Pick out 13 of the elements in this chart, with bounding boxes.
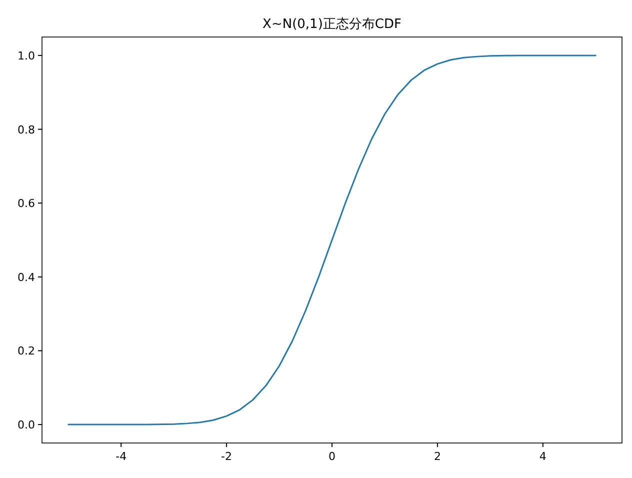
x-tick-label: 2: [434, 450, 441, 463]
x-tick-label: 4: [539, 450, 546, 463]
y-tick-label: 0.0: [18, 418, 35, 432]
chart-title: X~N(0,1)正态分布CDF: [262, 17, 402, 32]
y-tick-label: 0.8: [18, 123, 35, 136]
x-tick-label: -2: [221, 450, 232, 463]
y-tick-label: 0.2: [18, 344, 35, 358]
y-tick-label: 0.6: [18, 197, 35, 210]
y-tick-label: 1.0: [18, 49, 35, 62]
x-tick-label: -4: [116, 450, 127, 463]
x-tick-label: 0: [328, 450, 336, 463]
line-series: [68, 54, 596, 426]
y-tick-label: 0.4: [18, 270, 35, 284]
